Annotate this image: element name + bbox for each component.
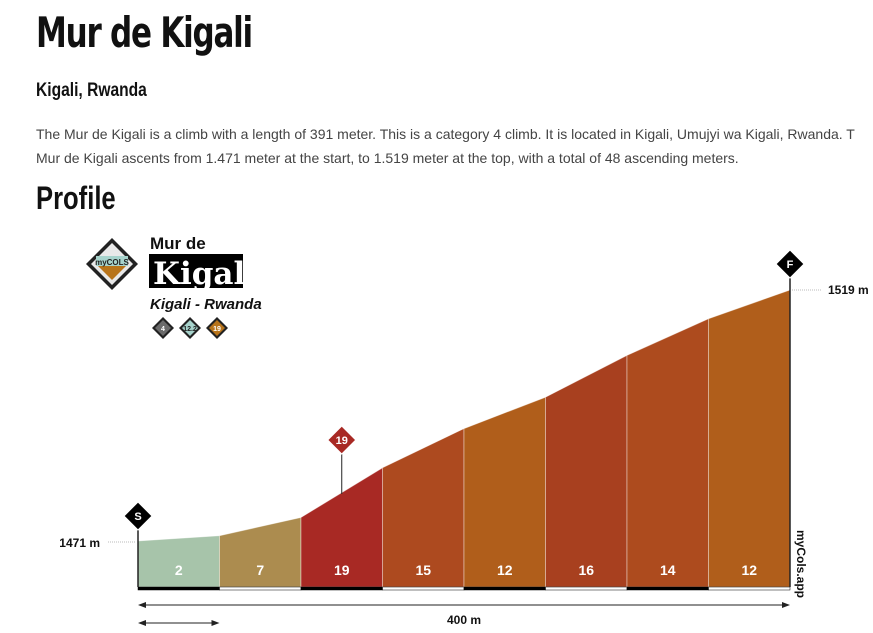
badge-text: 4 <box>161 326 165 333</box>
logo-text: myCOLS <box>95 258 129 267</box>
page-title: Mur de Kigali <box>36 8 253 57</box>
distance-scale-block <box>463 586 546 591</box>
stat-badge: 12.2 <box>179 317 201 339</box>
mycols-logo-icon: myCOLS <box>86 238 138 290</box>
distance-label: 400 m <box>447 613 481 627</box>
stat-badge: 4 <box>152 317 174 339</box>
location-subtitle: Kigali, Rwanda <box>36 80 147 101</box>
distance-scale-block <box>137 586 220 591</box>
badge-text: 19 <box>213 326 221 333</box>
svg-text:19: 19 <box>336 435 348 447</box>
card-title-line1: Mur de <box>150 234 206 253</box>
profile-heading: Profile <box>36 180 116 216</box>
svg-text:S: S <box>134 511 141 523</box>
start-elevation-label: 1471 m <box>59 536 100 550</box>
distance-scale-block <box>626 586 709 591</box>
stat-badge: 19 <box>206 317 228 339</box>
total-distance-arrow <box>138 602 790 608</box>
segment-gradient-label: 7 <box>256 562 264 578</box>
badge-text: 12.2 <box>183 326 197 333</box>
start-marker-icon: S <box>123 501 153 531</box>
gradient-segment <box>463 396 546 588</box>
gradient-segment <box>626 318 709 588</box>
svg-text:F: F <box>787 259 794 271</box>
description-line: Mur de Kigali ascents from 1.471 meter a… <box>36 150 739 166</box>
card-title-line2: Kigali <box>153 256 257 292</box>
description: The Mur de Kigali is a climb with a leng… <box>36 122 873 170</box>
gradient-segment <box>708 289 791 588</box>
gradient-segment <box>545 354 628 588</box>
segment-gradient-label: 14 <box>660 562 676 578</box>
segment-gradient-label: 12 <box>741 562 757 578</box>
max-gradient-marker-icon: 19 <box>327 425 357 455</box>
distance-scale-block <box>300 586 383 591</box>
distance-scale-block <box>382 586 465 591</box>
description-line: The Mur de Kigali is a climb with a leng… <box>36 126 855 142</box>
segment-gradient-label: 12 <box>497 562 513 578</box>
watermark: myCols.app <box>794 530 808 598</box>
segment-gradient-label: 2 <box>175 562 183 578</box>
segment-gradient-label: 19 <box>334 562 350 578</box>
distance-scale-block <box>219 586 302 591</box>
distance-scale-block <box>708 586 791 591</box>
card-subtitle: Kigali - Rwanda <box>150 296 262 313</box>
segment-gradient-label: 16 <box>578 562 594 578</box>
segment-gradient-label: 15 <box>415 562 431 578</box>
distance-scale-block <box>545 586 628 591</box>
segment-length-arrow <box>138 620 220 626</box>
end-elevation-label: 1519 m <box>828 283 869 297</box>
finish-marker-icon: F <box>775 249 805 279</box>
